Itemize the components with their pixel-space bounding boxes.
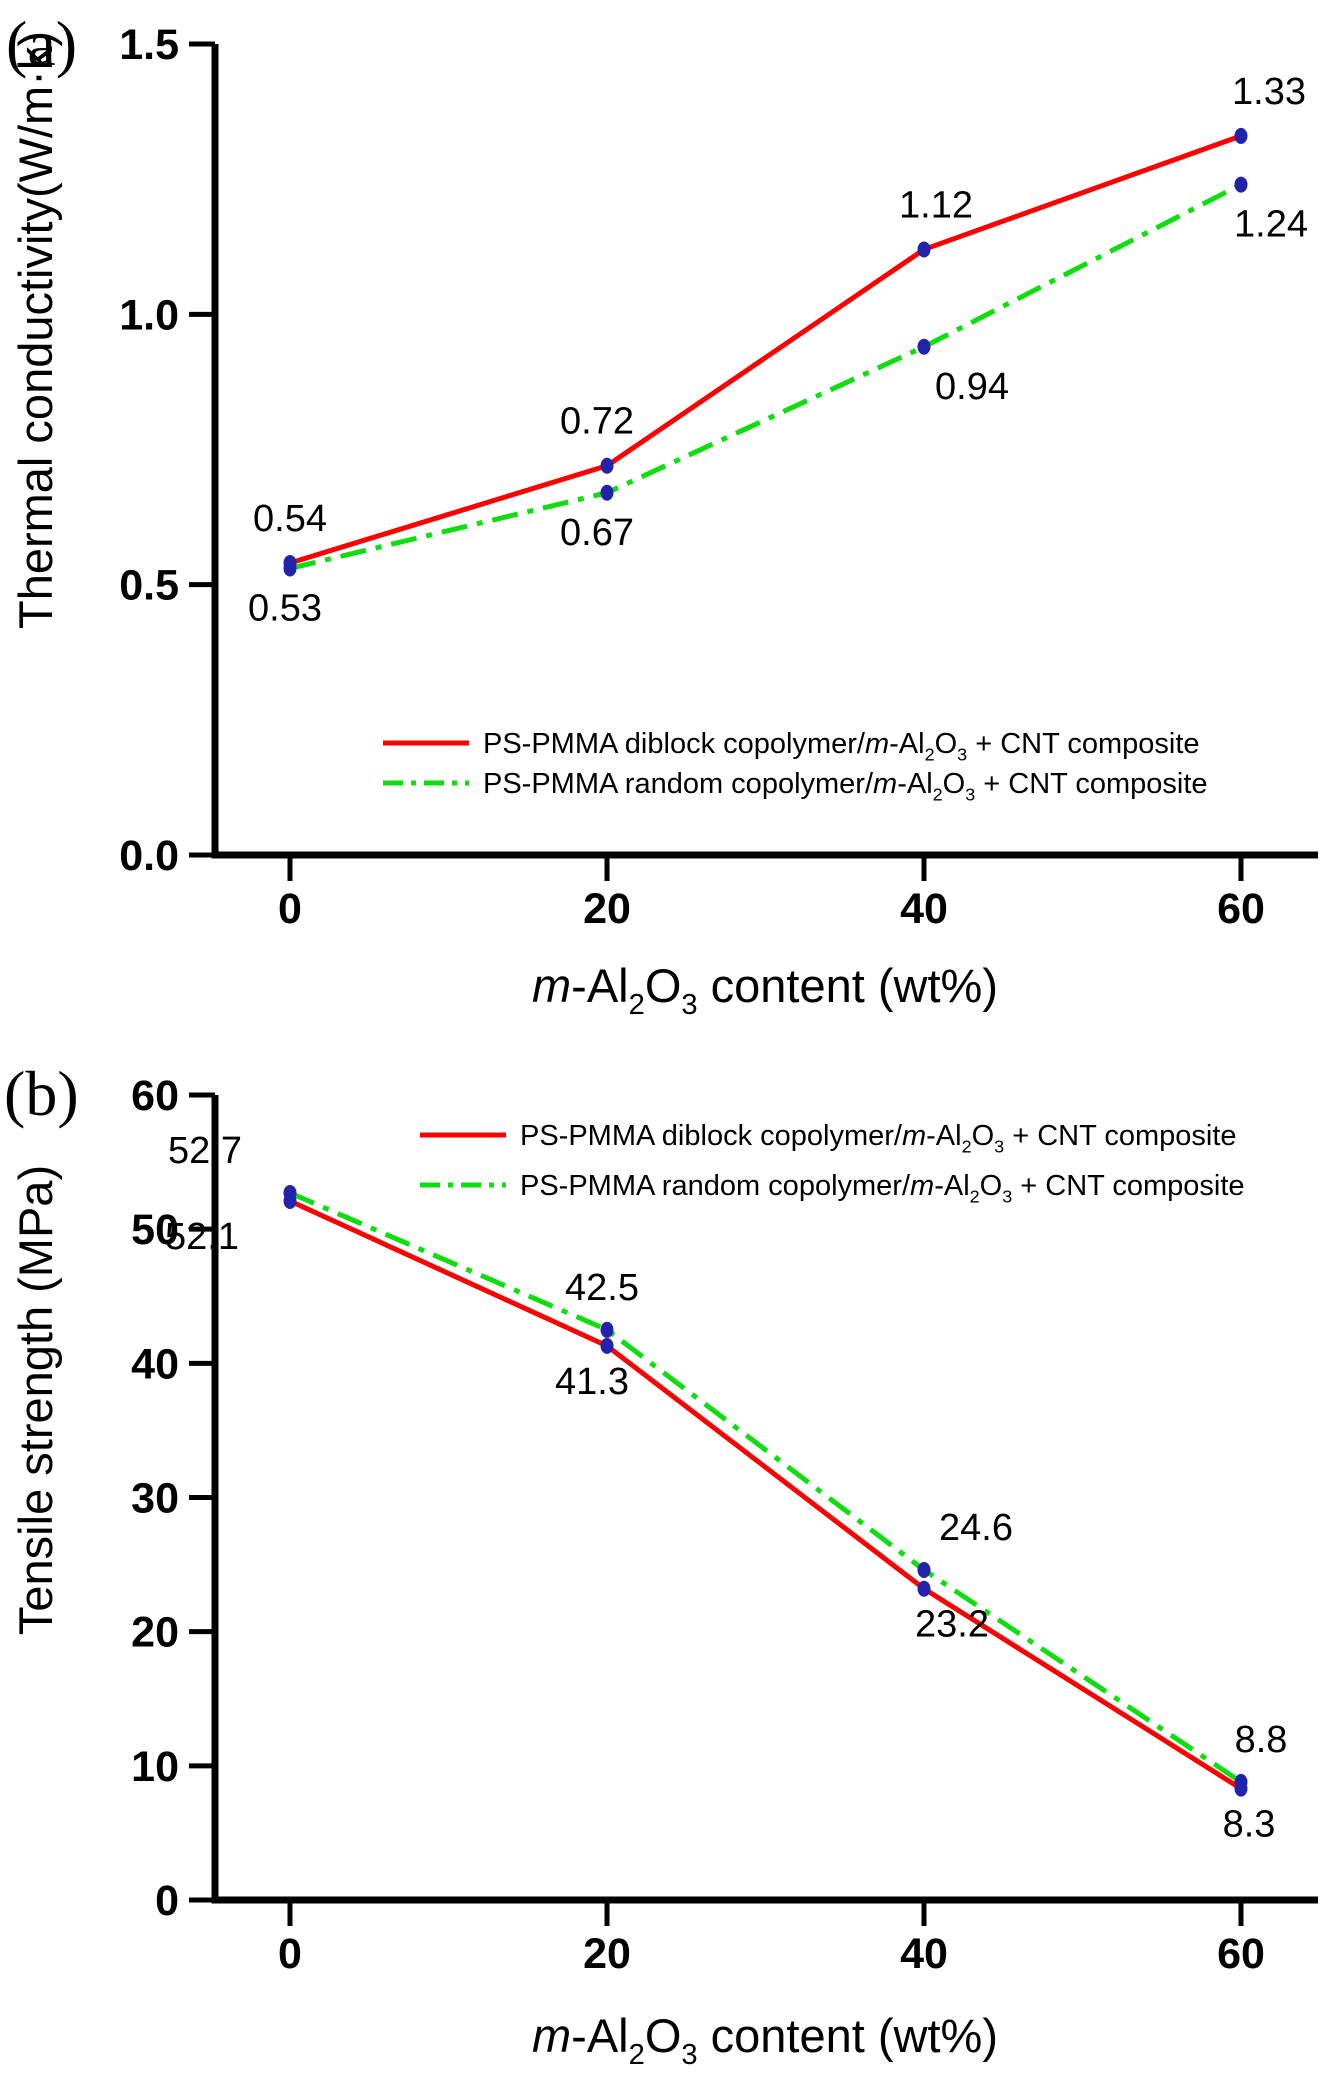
series-diblock-point-label: 1.33 xyxy=(1232,71,1306,113)
series-diblock-point-label: 1.12 xyxy=(899,184,973,226)
y-tick-label: 20 xyxy=(131,1609,179,1657)
panel-a: (a) 0.0 0.5 1.0 1.5 0 20 40 60 0.54 0.72 1.12 1.33 0… xyxy=(6,8,1318,1021)
series-random-line xyxy=(289,1190,1243,1785)
y-tick-label: 0.5 xyxy=(119,562,179,610)
x-tick-label: 20 xyxy=(583,1930,631,1978)
x-axis-title: m-Al2O3 content (wt%) xyxy=(532,959,998,1021)
series-diblock-point-label: 0.72 xyxy=(560,401,634,443)
x-tick-label: 20 xyxy=(583,885,631,933)
y-tick-label: 1.0 xyxy=(119,291,179,339)
series-random-line xyxy=(289,182,1243,571)
x-tick-label: 60 xyxy=(1217,1930,1265,1978)
series-random-point xyxy=(283,1184,297,1201)
series-random-point xyxy=(600,1321,614,1338)
series-random-point-label: 0.94 xyxy=(935,366,1009,408)
series-random-point-label: 0.53 xyxy=(248,587,322,629)
series-random-point-label: 1.24 xyxy=(1234,204,1308,246)
panel-b-tag: (b) xyxy=(4,1058,79,1129)
series-diblock-point xyxy=(917,1580,931,1597)
series-random-point-label: 0.67 xyxy=(560,512,634,554)
series-diblock-point-label: 23.2 xyxy=(915,1604,989,1646)
series-random-point-label: 8.8 xyxy=(1235,1719,1288,1761)
panel-b: (b) 0 10 20 30 40 50 60 0 20 40 60 52.1 41.3 23.2 8.3 5… xyxy=(0,1040,1339,2080)
x-tick-label: 40 xyxy=(900,1930,948,1978)
y-tick-label: 60 xyxy=(131,1072,179,1120)
x-axis-title: m-Al2O3 content (wt%) xyxy=(532,2009,998,2071)
series-random-point xyxy=(283,560,297,577)
legend: PS-PMMA diblock copolymer/m-Al2O3 + CNT … xyxy=(420,1120,1245,1206)
y-tick-label: 0.0 xyxy=(119,832,179,880)
series-diblock-point xyxy=(1234,127,1248,144)
legend-random-label: PS-PMMA random copolymer/m-Al2O3 + CNT c… xyxy=(483,768,1208,804)
y-tick-label: 50 xyxy=(131,1206,179,1254)
y-axis-title: Tensile strength (MPa) xyxy=(9,1165,62,1635)
series-random-point xyxy=(917,1561,931,1578)
series-diblock-point-label: 41.3 xyxy=(555,1361,629,1403)
y-tick-label: 10 xyxy=(131,1743,179,1791)
x-tick-label: 60 xyxy=(1217,885,1265,933)
legend-diblock-label: PS-PMMA diblock copolymer/m-Al2O3 + CNT … xyxy=(520,1120,1237,1156)
legend-diblock-label: PS-PMMA diblock copolymer/m-Al2O3 + CNT … xyxy=(483,728,1200,764)
series-random-point xyxy=(600,484,614,501)
y-axis-title: Thermal conductivity(W/m·k) xyxy=(9,31,62,629)
x-tick-label: 40 xyxy=(900,885,948,933)
x-tick-label: 0 xyxy=(278,885,302,933)
series-diblock-point xyxy=(917,241,931,258)
legend-random-label: PS-PMMA random copolymer/m-Al2O3 + CNT c… xyxy=(520,1170,1245,1206)
y-tick-label: 0 xyxy=(155,1877,179,1925)
series-random-point-label: 52.7 xyxy=(168,1130,242,1172)
series-random-point-label: 24.6 xyxy=(939,1507,1013,1549)
series-diblock-point xyxy=(600,457,614,474)
series-diblock-line xyxy=(289,133,1242,566)
series-random-point xyxy=(1234,176,1248,193)
series-diblock-point-label: 0.54 xyxy=(253,498,327,540)
series-random-point xyxy=(1234,1773,1248,1790)
x-tick-label: 0 xyxy=(278,1930,302,1978)
chart-panel-a: 0.00.51.01.50 20 40 600.540.721.121.330.530… xyxy=(9,21,1318,1021)
legend: PS-PMMA diblock copolymer/m-Al2O3 + CNT … xyxy=(383,728,1208,804)
series-diblock-point-label: 8.3 xyxy=(1223,1804,1276,1846)
series-random-point-label: 42.5 xyxy=(565,1267,639,1309)
y-tick-label: 30 xyxy=(131,1475,179,1523)
axes: 0.0 0.5 1.0 1.5 0 20 40 60 xyxy=(119,21,1318,933)
series-diblock-point-label: 52.1 xyxy=(165,1216,239,1258)
axes: 0 10 20 30 40 50 60 0 20 40 60 xyxy=(131,1072,1318,1978)
y-tick-label: 40 xyxy=(131,1340,179,1388)
panel-a-tag: (a) xyxy=(6,8,78,79)
y-tick-label: 1.5 xyxy=(119,21,179,69)
series-random-point xyxy=(917,338,931,355)
series-diblock-point xyxy=(600,1337,614,1354)
chart-panel-b: 0 10 20 30 40 50 60 0 20 40 60 52.1 41.3 23.2 8.3 52.7 4… xyxy=(9,1072,1318,2071)
series-diblock-line xyxy=(288,1198,1243,1791)
